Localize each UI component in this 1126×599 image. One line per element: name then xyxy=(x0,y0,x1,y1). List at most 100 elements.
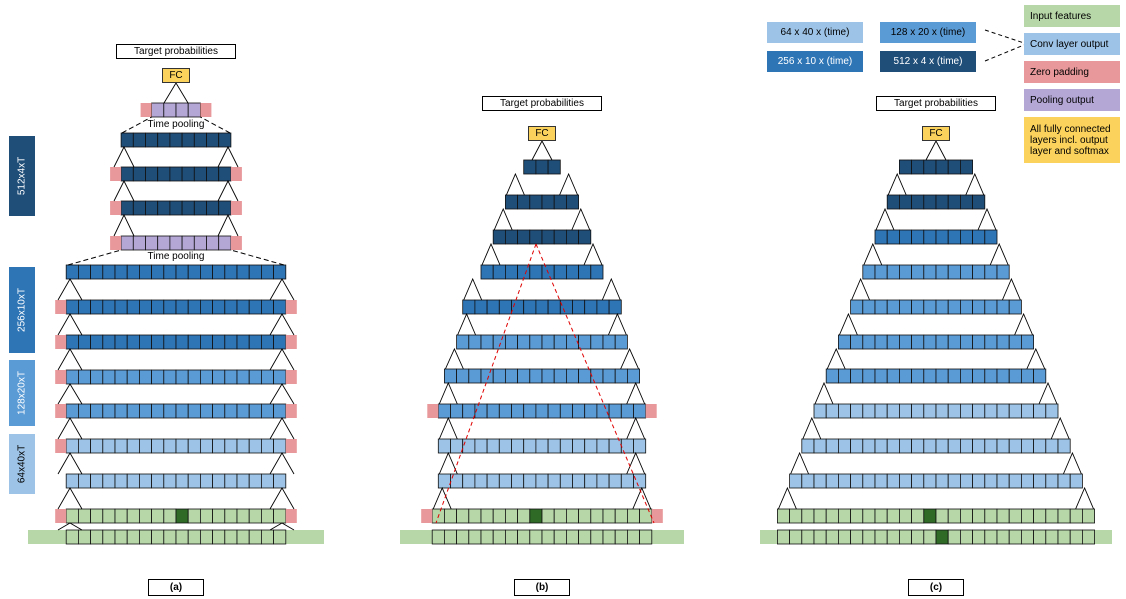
panel-c-input-row-cell xyxy=(874,529,888,545)
panel-b-input-row-cell xyxy=(456,529,470,545)
panel-c-input-row-cell xyxy=(996,529,1010,545)
panel-b-layer-3-cell xyxy=(547,403,561,419)
panel-c-layer-1-cell xyxy=(1021,473,1035,489)
panel-c-layer-8-cell xyxy=(935,229,949,245)
panel-c-layer-10-cell xyxy=(923,159,937,175)
panel-c-layer-1-cell xyxy=(1045,473,1059,489)
panel-a-layer-5-cell xyxy=(273,334,287,350)
panel-c-layer-0-cell xyxy=(825,508,839,524)
panel-a-layer-0-cell xyxy=(102,508,116,524)
panel-c-layer-6-cell xyxy=(972,299,986,315)
panel-a-dark-layer-1-cell xyxy=(145,166,159,182)
panel-c-fc-connection xyxy=(925,140,947,161)
panel-c-layer-8-cell xyxy=(874,229,888,245)
panel-a-layer-2-cell xyxy=(212,438,226,454)
panel-b-input-row-cell xyxy=(480,529,494,545)
panel-b-layer-0-cell xyxy=(614,508,628,524)
panel-c-layer-5-cell xyxy=(1008,334,1022,350)
panel-c-kernel-left xyxy=(875,207,895,231)
panel-b-input-row-cell xyxy=(627,529,641,545)
panel-b-layer-6-cell xyxy=(474,299,488,315)
panel-a-zero-pad-right xyxy=(285,335,297,349)
panel-b-layer-7-cell xyxy=(492,264,506,280)
panel-b-layer-2-cell xyxy=(633,438,647,454)
panel-a-layer-3-cell xyxy=(138,403,152,419)
panel-a-input-row-cell xyxy=(126,529,140,545)
panel-a-input-row-cell xyxy=(175,529,189,545)
panel-a-layer-2-cell xyxy=(187,438,201,454)
panel-c-layer-4-cell xyxy=(935,368,949,384)
panel-a-pool-row-2-cell xyxy=(187,102,201,118)
panel-a-layer-2-cell xyxy=(175,438,189,454)
panel-b-layer-7-cell xyxy=(590,264,604,280)
panel-b-layer-6-cell xyxy=(608,299,622,315)
panel-a-kernel-right xyxy=(269,278,295,301)
panel-c-layer-0-cell xyxy=(1045,508,1059,524)
panel-a-layer-5-cell xyxy=(102,334,116,350)
sidebar-512x4xT: 512x4xT xyxy=(9,136,35,216)
panel-c-layer-0-cell xyxy=(874,508,888,524)
panel-c-layer-0-cell xyxy=(984,508,998,524)
panel-c-layer-3-cell xyxy=(911,403,925,419)
panel-c-input-row-cell xyxy=(1033,529,1047,545)
panel-b-layer-5-cell xyxy=(529,334,543,350)
panel-a-layer-0-cell xyxy=(212,508,226,524)
panel-a-layer-1-cell xyxy=(187,473,201,489)
panel-a-zero-pad-right xyxy=(285,300,297,314)
panel-c-layer-8-cell xyxy=(911,229,925,245)
panel-a-layer-5-cell xyxy=(138,334,152,350)
panel-c-layer-5-cell xyxy=(935,334,949,350)
panel-c-kernel-left xyxy=(777,486,797,510)
panel-a-dark-layer-2-cell xyxy=(206,132,220,148)
panel-c-layer-3-cell xyxy=(813,403,827,419)
panel-b-layer-0-cell xyxy=(443,508,457,524)
panel-a-kernel-right xyxy=(269,348,295,371)
panel-b-input-row-cell xyxy=(504,529,518,545)
panel-c-input-row-cell xyxy=(777,529,791,545)
panel-c-kernel-left xyxy=(851,277,871,301)
panel-b-layer-10-cell xyxy=(547,159,561,175)
panel-a-layer-2-cell xyxy=(65,438,79,454)
panel-a-kernel-right xyxy=(269,313,295,336)
panel-a-dark-layer-0-cell xyxy=(193,200,207,216)
panel-c-input-row-cell xyxy=(838,529,852,545)
panel-a-layer-4-cell xyxy=(187,369,201,385)
panel-a-pool-row-1-cell xyxy=(169,235,183,251)
panel-a-layer-4-cell xyxy=(236,369,250,385)
panel-a-layer-3-cell xyxy=(236,403,250,419)
panel-a-layer-7-cell xyxy=(114,264,128,280)
panel-b-layer-5-cell xyxy=(590,334,604,350)
panel-b-layer-5-cell xyxy=(480,334,494,350)
panel-c-input-row-cell xyxy=(1057,529,1071,545)
panel-c-layer-4-cell xyxy=(960,368,974,384)
panel-c-layer-3-cell xyxy=(838,403,852,419)
panel-a-layer-6-cell xyxy=(187,299,201,315)
panel-a-layer-4-cell xyxy=(102,369,116,385)
panel-c-layer-3-cell xyxy=(935,403,949,419)
panel-c-layer-3-cell xyxy=(862,403,876,419)
sidebar-128-label: 128x20xT xyxy=(16,371,28,415)
legend-zero-padding: Zero padding xyxy=(1024,61,1120,83)
panel-b-layer-2-cell xyxy=(559,438,573,454)
panel-b-layer-0-cell xyxy=(480,508,494,524)
panel-c-layer-3-cell xyxy=(960,403,974,419)
panel-a-pool-row-1-cell xyxy=(145,235,159,251)
panel-b-kernel-right xyxy=(601,277,621,301)
panel-a-layer-5-cell xyxy=(248,334,262,350)
panel-b-receptive-field xyxy=(435,243,655,524)
panel-b-layer-6-cell xyxy=(596,299,610,315)
panel-a-target-label: Target probabilities xyxy=(116,44,236,59)
panel-c-layer-0-cell xyxy=(899,508,913,524)
panel-a-layer-5-cell xyxy=(236,334,250,350)
panel-a-layer-6-cell xyxy=(248,299,262,315)
panel-a-zero-pad-left xyxy=(55,509,67,523)
panel-b-input-row-cell xyxy=(639,529,653,545)
panel-c-layer-8-cell xyxy=(947,229,961,245)
panel-a-input-row-cell xyxy=(224,529,238,545)
panel-a-layer-7-cell xyxy=(187,264,201,280)
panel-c-layer-5-cell xyxy=(972,334,986,350)
panel-b-layer-2-cell xyxy=(572,438,586,454)
panel-a-layer-6-cell xyxy=(260,299,274,315)
panel-b-kernel-left xyxy=(505,172,525,196)
panel-a-zero-pad-right xyxy=(200,103,212,117)
